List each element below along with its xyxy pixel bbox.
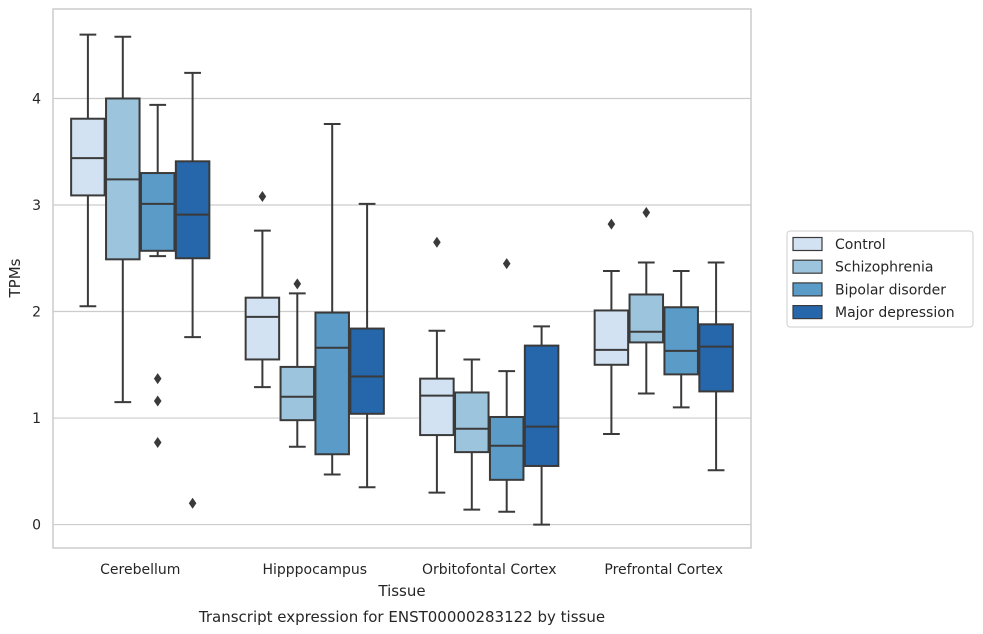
box-body [488,415,525,481]
legend-label: Bipolar disorder [835,282,946,298]
legend: Control Schizophrenia Bipolar disorder Majo… [786,230,974,328]
box-control [70,33,106,308]
box-body [593,309,630,366]
box-body [139,172,176,252]
outlier-point [153,373,162,385]
box-bipolar-disorder [663,270,699,409]
chart-caption: Transcript expression for ENST0000028312… [198,608,605,626]
box-bipolar-disorder [139,103,176,449]
box-body [523,344,560,467]
outlier-point [433,236,441,248]
outlier-point [188,497,197,509]
box-body [244,296,281,361]
outlier-point [502,258,511,270]
y-axis-ticks: 0 1 2 3 4 [32,91,41,533]
plot-frame [52,8,752,549]
legend-frame [786,230,974,328]
y-tick-label: 4 [32,91,41,107]
box-schizophrenia [628,206,665,395]
box-body [314,311,350,456]
box-control [244,190,281,389]
box-major-depression [349,202,385,489]
box-body [279,365,316,422]
box-bipolar-disorder [488,258,525,513]
box-bipolar-disorder [314,123,350,476]
x-axis-label: Tissue [377,582,425,600]
y-tick-label: 1 [32,411,41,427]
box-body [174,160,211,260]
box-body [698,323,734,393]
outlier-point [642,206,651,218]
x-tick-label: Orbitofontal Cortex [422,562,557,578]
y-axis-label: TPMs [6,258,24,298]
box-major-depression [523,325,560,526]
legend-label: Major depression [835,305,955,321]
outlier-point [293,278,302,290]
outlier-point [258,190,267,202]
outlier-point [607,218,616,230]
box-major-depression [174,71,211,509]
legend-label: Schizophrenia [835,260,933,276]
legend-swatch [792,305,823,320]
x-tick-label: Hipppocampus [262,562,367,578]
legend-swatch [792,282,823,297]
box-schizophrenia [105,35,141,404]
box-body [628,293,665,344]
box-control [593,218,630,436]
y-tick-label: 3 [32,198,41,214]
y-tick-label: 0 [32,518,41,534]
legend-label: Control [835,237,886,253]
boxes [70,33,734,526]
outlier-point [153,437,162,449]
outlier-point [153,395,162,407]
box-schizophrenia [279,278,316,448]
x-tick-label: Prefrontal Cortex [604,562,723,578]
x-tick-label: Cerebellum [100,562,180,578]
box-major-depression [698,261,734,472]
box-body [419,377,455,437]
box-body [454,391,490,454]
box-body [349,327,385,415]
box-schizophrenia [454,358,490,511]
box-control [419,236,455,494]
box-body [70,117,106,197]
legend-swatch [792,259,823,274]
legend-swatch [792,236,823,252]
x-axis-ticks: Cerebellum Hipppocampus Orbitofontal Corte… [100,562,723,578]
y-tick-label: 2 [32,305,41,321]
box-body [663,306,699,376]
